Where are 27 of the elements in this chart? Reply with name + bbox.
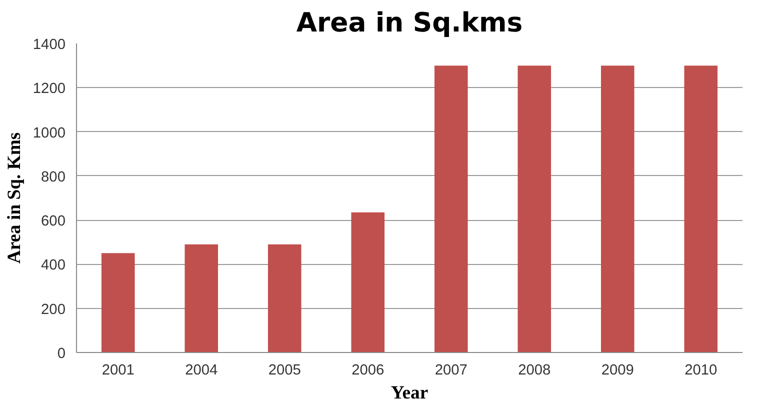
bar xyxy=(268,244,302,352)
bar xyxy=(184,244,218,352)
x-tick-label: 2009 xyxy=(601,362,634,378)
x-tick-label: 2004 xyxy=(185,362,218,378)
x-tick-label: 2001 xyxy=(102,362,134,378)
y-tick-label: 1400 xyxy=(32,37,66,53)
y-tick-label: 800 xyxy=(41,169,66,186)
x-tick-label: 2010 xyxy=(684,362,718,378)
y-tick-label: 200 xyxy=(41,302,66,318)
chart-title: Area in Sq.kms xyxy=(296,8,523,38)
bar xyxy=(518,66,552,352)
y-tick-label: 600 xyxy=(41,214,66,230)
bar xyxy=(684,66,718,352)
x-tick-label: 2007 xyxy=(434,362,468,378)
y-tick-label: 400 xyxy=(41,258,66,274)
x-tick-label: 2008 xyxy=(518,362,551,378)
y-tick-label: 0 xyxy=(57,346,66,362)
y-axis-title: Area in Sq. Kms xyxy=(4,132,25,264)
bar xyxy=(434,66,468,352)
bar xyxy=(101,253,135,352)
bar xyxy=(600,66,634,352)
x-tick-label: 2006 xyxy=(352,362,384,378)
y-tick-label: 1200 xyxy=(32,81,66,98)
bar xyxy=(351,212,385,352)
y-tick-label: 1000 xyxy=(32,125,66,142)
x-axis-title: Year xyxy=(390,382,428,404)
x-tick-label: 2005 xyxy=(268,362,301,378)
